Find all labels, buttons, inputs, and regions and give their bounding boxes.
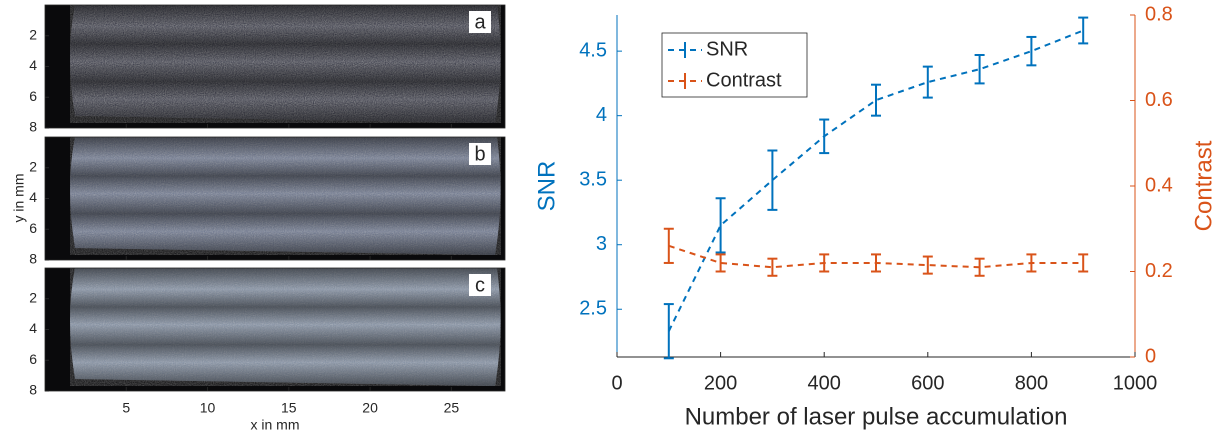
x-axis-label: x in mm	[251, 417, 300, 433]
error-bar	[922, 65, 933, 99]
y-tick-label: 4	[596, 104, 607, 126]
error-bar	[767, 149, 778, 211]
error-bar	[1026, 253, 1037, 273]
y2-tick-label: 0	[1145, 345, 1156, 367]
x-tick-label: 400	[808, 372, 841, 394]
panel-label: a	[474, 11, 486, 33]
error-bar	[663, 303, 674, 360]
error-bar	[1078, 16, 1089, 45]
error-bar	[819, 118, 830, 155]
y-tick-label: 2	[29, 26, 37, 42]
x-tick-label: 1000	[1113, 372, 1158, 394]
y-tick-label: 4	[29, 189, 37, 205]
y-tick-label: 8	[29, 382, 37, 398]
panel-label: b	[474, 143, 485, 165]
legend-box	[661, 32, 808, 98]
y-tick-label: 3.5	[579, 168, 607, 190]
image-stripes	[70, 268, 501, 386]
image-stripes	[70, 5, 501, 123]
y-tick-label: 3	[596, 233, 607, 255]
error-bar	[715, 253, 726, 273]
panel-label: c	[475, 274, 485, 296]
x-tick-label: 800	[1015, 372, 1048, 394]
y-tick-label: 2	[29, 158, 37, 174]
y2-axis-label: Contrast	[1190, 140, 1217, 231]
error-bar	[663, 227, 674, 264]
error-bar	[974, 257, 985, 277]
image-stripes	[70, 137, 501, 255]
y-tick-label: 2	[29, 289, 37, 305]
error-bar	[871, 253, 881, 273]
x-tick-label: 20	[362, 400, 378, 416]
y-tick-label: 8	[29, 119, 37, 135]
legend-label: SNR	[706, 38, 748, 60]
y-tick-label: 6	[29, 351, 37, 367]
y-tick-label: 4	[29, 320, 37, 336]
y-tick-label: 6	[29, 220, 37, 236]
x-tick-label: 25	[444, 400, 460, 416]
x-tick-label: 5	[122, 400, 130, 416]
error-bar	[1026, 35, 1037, 67]
panel-label-box	[469, 274, 491, 296]
y2-tick-label: 0.2	[1145, 260, 1173, 282]
y-tick-label: 4.5	[579, 39, 607, 61]
error-bar	[767, 257, 778, 277]
error-bar	[871, 83, 881, 117]
error-bar	[922, 255, 933, 275]
error-bar	[1078, 253, 1089, 273]
panel-label-box	[469, 11, 491, 33]
y-tick-label: 6	[29, 88, 37, 104]
y-tick-label: 8	[29, 251, 37, 267]
y2-tick-label: 0.8	[1145, 3, 1173, 25]
y-tick-label: 4	[29, 57, 37, 73]
x-tick-label: 0	[611, 372, 622, 394]
legend-label: Contrast	[706, 69, 782, 91]
series-line	[667, 29, 1084, 332]
error-bar	[819, 253, 830, 273]
x-tick-label: 10	[200, 400, 216, 416]
y-axis-label: SNR	[533, 161, 560, 212]
error-bar	[974, 54, 985, 85]
y2-tick-label: 0.4	[1145, 174, 1173, 196]
panel-label-box	[469, 143, 491, 165]
y2-tick-label: 0.6	[1145, 89, 1173, 111]
y-tick-label: 2.5	[579, 298, 607, 320]
x-tick-label: 200	[704, 372, 737, 394]
error-bar	[715, 197, 726, 254]
y-axis-label: y in mm	[11, 174, 27, 223]
x-axis-label: Number of laser pulse accumulation	[685, 403, 1068, 430]
x-tick-label: 600	[911, 372, 944, 394]
x-tick-label: 15	[281, 400, 297, 416]
